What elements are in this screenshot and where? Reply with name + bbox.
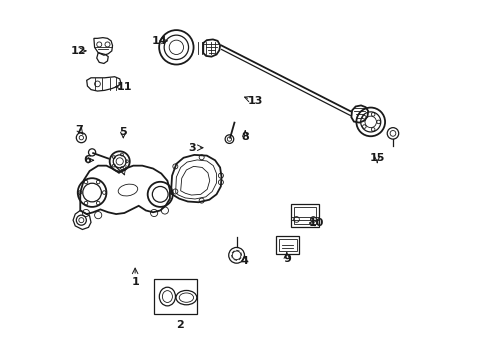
Text: 7: 7 <box>76 125 83 135</box>
Bar <box>293 207 316 225</box>
Text: 5: 5 <box>119 127 127 136</box>
Text: 6: 6 <box>83 155 91 165</box>
Text: 14: 14 <box>151 36 166 46</box>
Text: 1: 1 <box>131 277 139 287</box>
Bar <box>154 279 197 315</box>
Text: 12: 12 <box>71 46 86 56</box>
Text: 9: 9 <box>282 254 290 264</box>
Bar <box>278 239 297 251</box>
Text: 11: 11 <box>116 82 132 92</box>
Text: 4: 4 <box>240 256 248 266</box>
Text: 10: 10 <box>308 218 323 228</box>
Text: 8: 8 <box>241 132 248 142</box>
Text: 15: 15 <box>369 153 384 163</box>
Bar <box>276 236 299 253</box>
Text: 3: 3 <box>188 143 196 153</box>
Bar <box>290 204 319 227</box>
Text: 2: 2 <box>176 320 183 330</box>
Text: 13: 13 <box>247 96 263 106</box>
